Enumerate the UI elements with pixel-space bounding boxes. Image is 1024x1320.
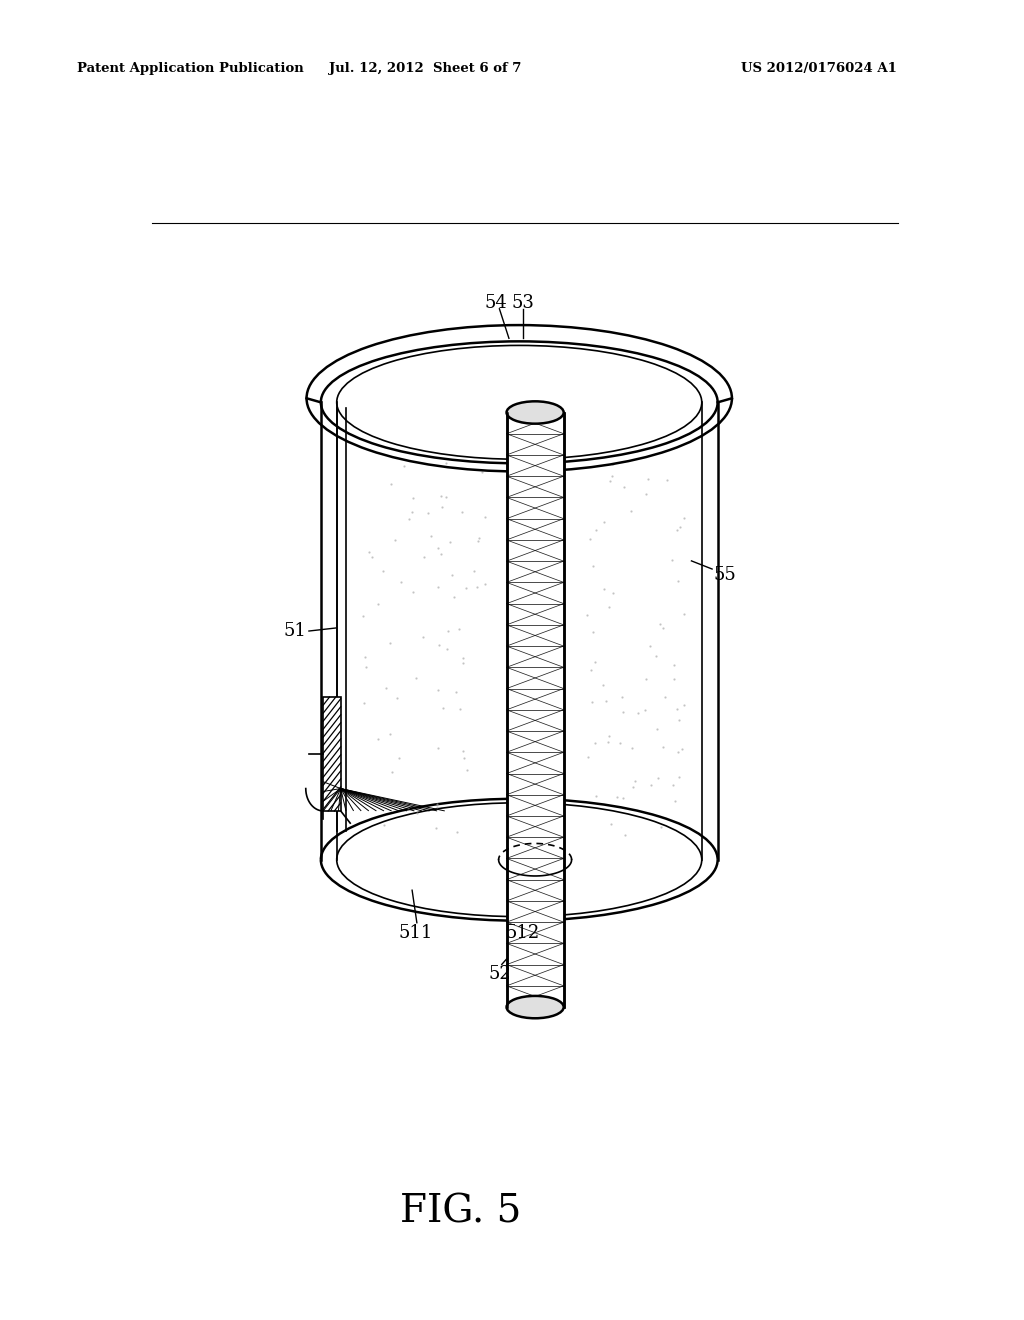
Bar [324, 697, 341, 810]
Text: US 2012/0176024 A1: US 2012/0176024 A1 [741, 62, 897, 75]
Text: 511: 511 [398, 924, 432, 942]
Bar [507, 413, 563, 1007]
Ellipse shape [507, 401, 563, 424]
Text: 54: 54 [484, 294, 507, 312]
Text: 52: 52 [488, 965, 511, 982]
Text: 51: 51 [284, 622, 306, 640]
Bar [324, 697, 341, 810]
Text: 53: 53 [512, 294, 535, 312]
Text: 512: 512 [505, 924, 540, 942]
Text: Patent Application Publication: Patent Application Publication [77, 62, 303, 75]
Text: FIG. 5: FIG. 5 [400, 1193, 521, 1230]
Text: Jul. 12, 2012  Sheet 6 of 7: Jul. 12, 2012 Sheet 6 of 7 [329, 62, 521, 75]
Ellipse shape [507, 995, 563, 1018]
Text: 55: 55 [714, 566, 736, 585]
